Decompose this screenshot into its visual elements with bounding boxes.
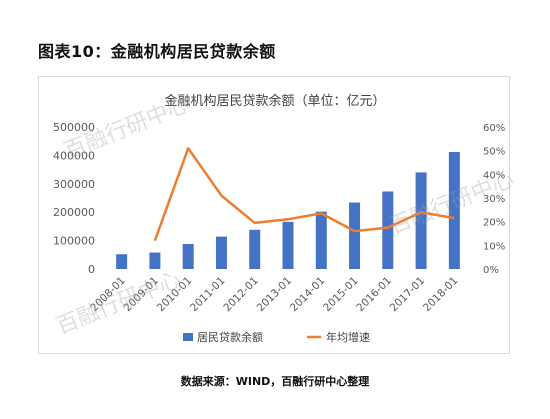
line-series bbox=[153, 147, 455, 242]
x-tick-label: 2014-01 bbox=[288, 275, 328, 315]
right-tick-label: 40% bbox=[483, 170, 505, 181]
x-tick-label: 2010-01 bbox=[155, 275, 195, 315]
bar bbox=[448, 151, 460, 269]
right-tick-label: 0% bbox=[483, 265, 499, 276]
figure-title: 图表10：金融机构居民贷款余额 bbox=[38, 42, 276, 61]
right-axis: 0% 10% 20% 30% 40% 50% 60% bbox=[483, 123, 505, 276]
bar bbox=[415, 172, 427, 269]
x-tick-label: 2013-01 bbox=[255, 275, 295, 315]
left-tick-label: 300000 bbox=[53, 178, 95, 191]
left-tick-label: 500000 bbox=[53, 121, 95, 134]
chart-svg: 金融机构居民贷款余额（单位：亿元） 0 100000 200000 300000 400… bbox=[53, 93, 505, 344]
bars-series bbox=[116, 151, 460, 269]
chart-frame: 金融机构居民贷款余额（单位：亿元） 0 100000 200000 300000 400… bbox=[38, 76, 510, 354]
bar bbox=[282, 221, 294, 269]
bar bbox=[182, 244, 194, 269]
x-tick-label: 2012-01 bbox=[221, 275, 261, 315]
right-tick-label: 50% bbox=[483, 147, 505, 158]
left-tick-label: 100000 bbox=[53, 235, 95, 248]
right-tick-label: 20% bbox=[483, 218, 505, 229]
legend-line-label: 年均增速 bbox=[326, 330, 370, 344]
bar bbox=[116, 254, 128, 269]
bar bbox=[215, 236, 227, 269]
x-tick-label: 2009-01 bbox=[122, 275, 162, 315]
x-tick-label: 2017-01 bbox=[388, 275, 428, 315]
left-tick-label: 200000 bbox=[53, 206, 95, 219]
bar bbox=[382, 191, 394, 269]
bar bbox=[149, 252, 161, 269]
legend-bar-swatch bbox=[183, 333, 193, 341]
growth-line bbox=[153, 147, 455, 242]
x-tick-label: 2015-01 bbox=[321, 275, 361, 315]
legend-bar-label: 居民贷款余额 bbox=[197, 330, 263, 344]
right-tick-label: 30% bbox=[483, 194, 505, 205]
x-tick-label: 2008-01 bbox=[88, 275, 128, 315]
bar bbox=[315, 211, 327, 269]
bar bbox=[349, 202, 361, 269]
source-note: 数据来源：WIND，百融行研中心整理 bbox=[180, 375, 370, 388]
x-axis: 2008-012009-012010-012011-012012-012013-… bbox=[88, 275, 460, 315]
x-tick-label: 2018-01 bbox=[421, 275, 461, 315]
left-axis: 0 100000 200000 300000 400000 500000 bbox=[53, 121, 95, 276]
right-tick-label: 60% bbox=[483, 123, 505, 134]
chart-title: 金融机构居民贷款余额（单位：亿元） bbox=[164, 93, 385, 109]
left-tick-label: 400000 bbox=[53, 149, 95, 162]
x-tick-label: 2011-01 bbox=[188, 275, 228, 315]
left-tick-label: 0 bbox=[88, 263, 95, 276]
right-tick-label: 10% bbox=[483, 241, 505, 252]
x-tick-label: 2016-01 bbox=[354, 275, 394, 315]
bar bbox=[249, 229, 261, 269]
legend: 居民贷款余额 年均增速 bbox=[183, 330, 370, 344]
